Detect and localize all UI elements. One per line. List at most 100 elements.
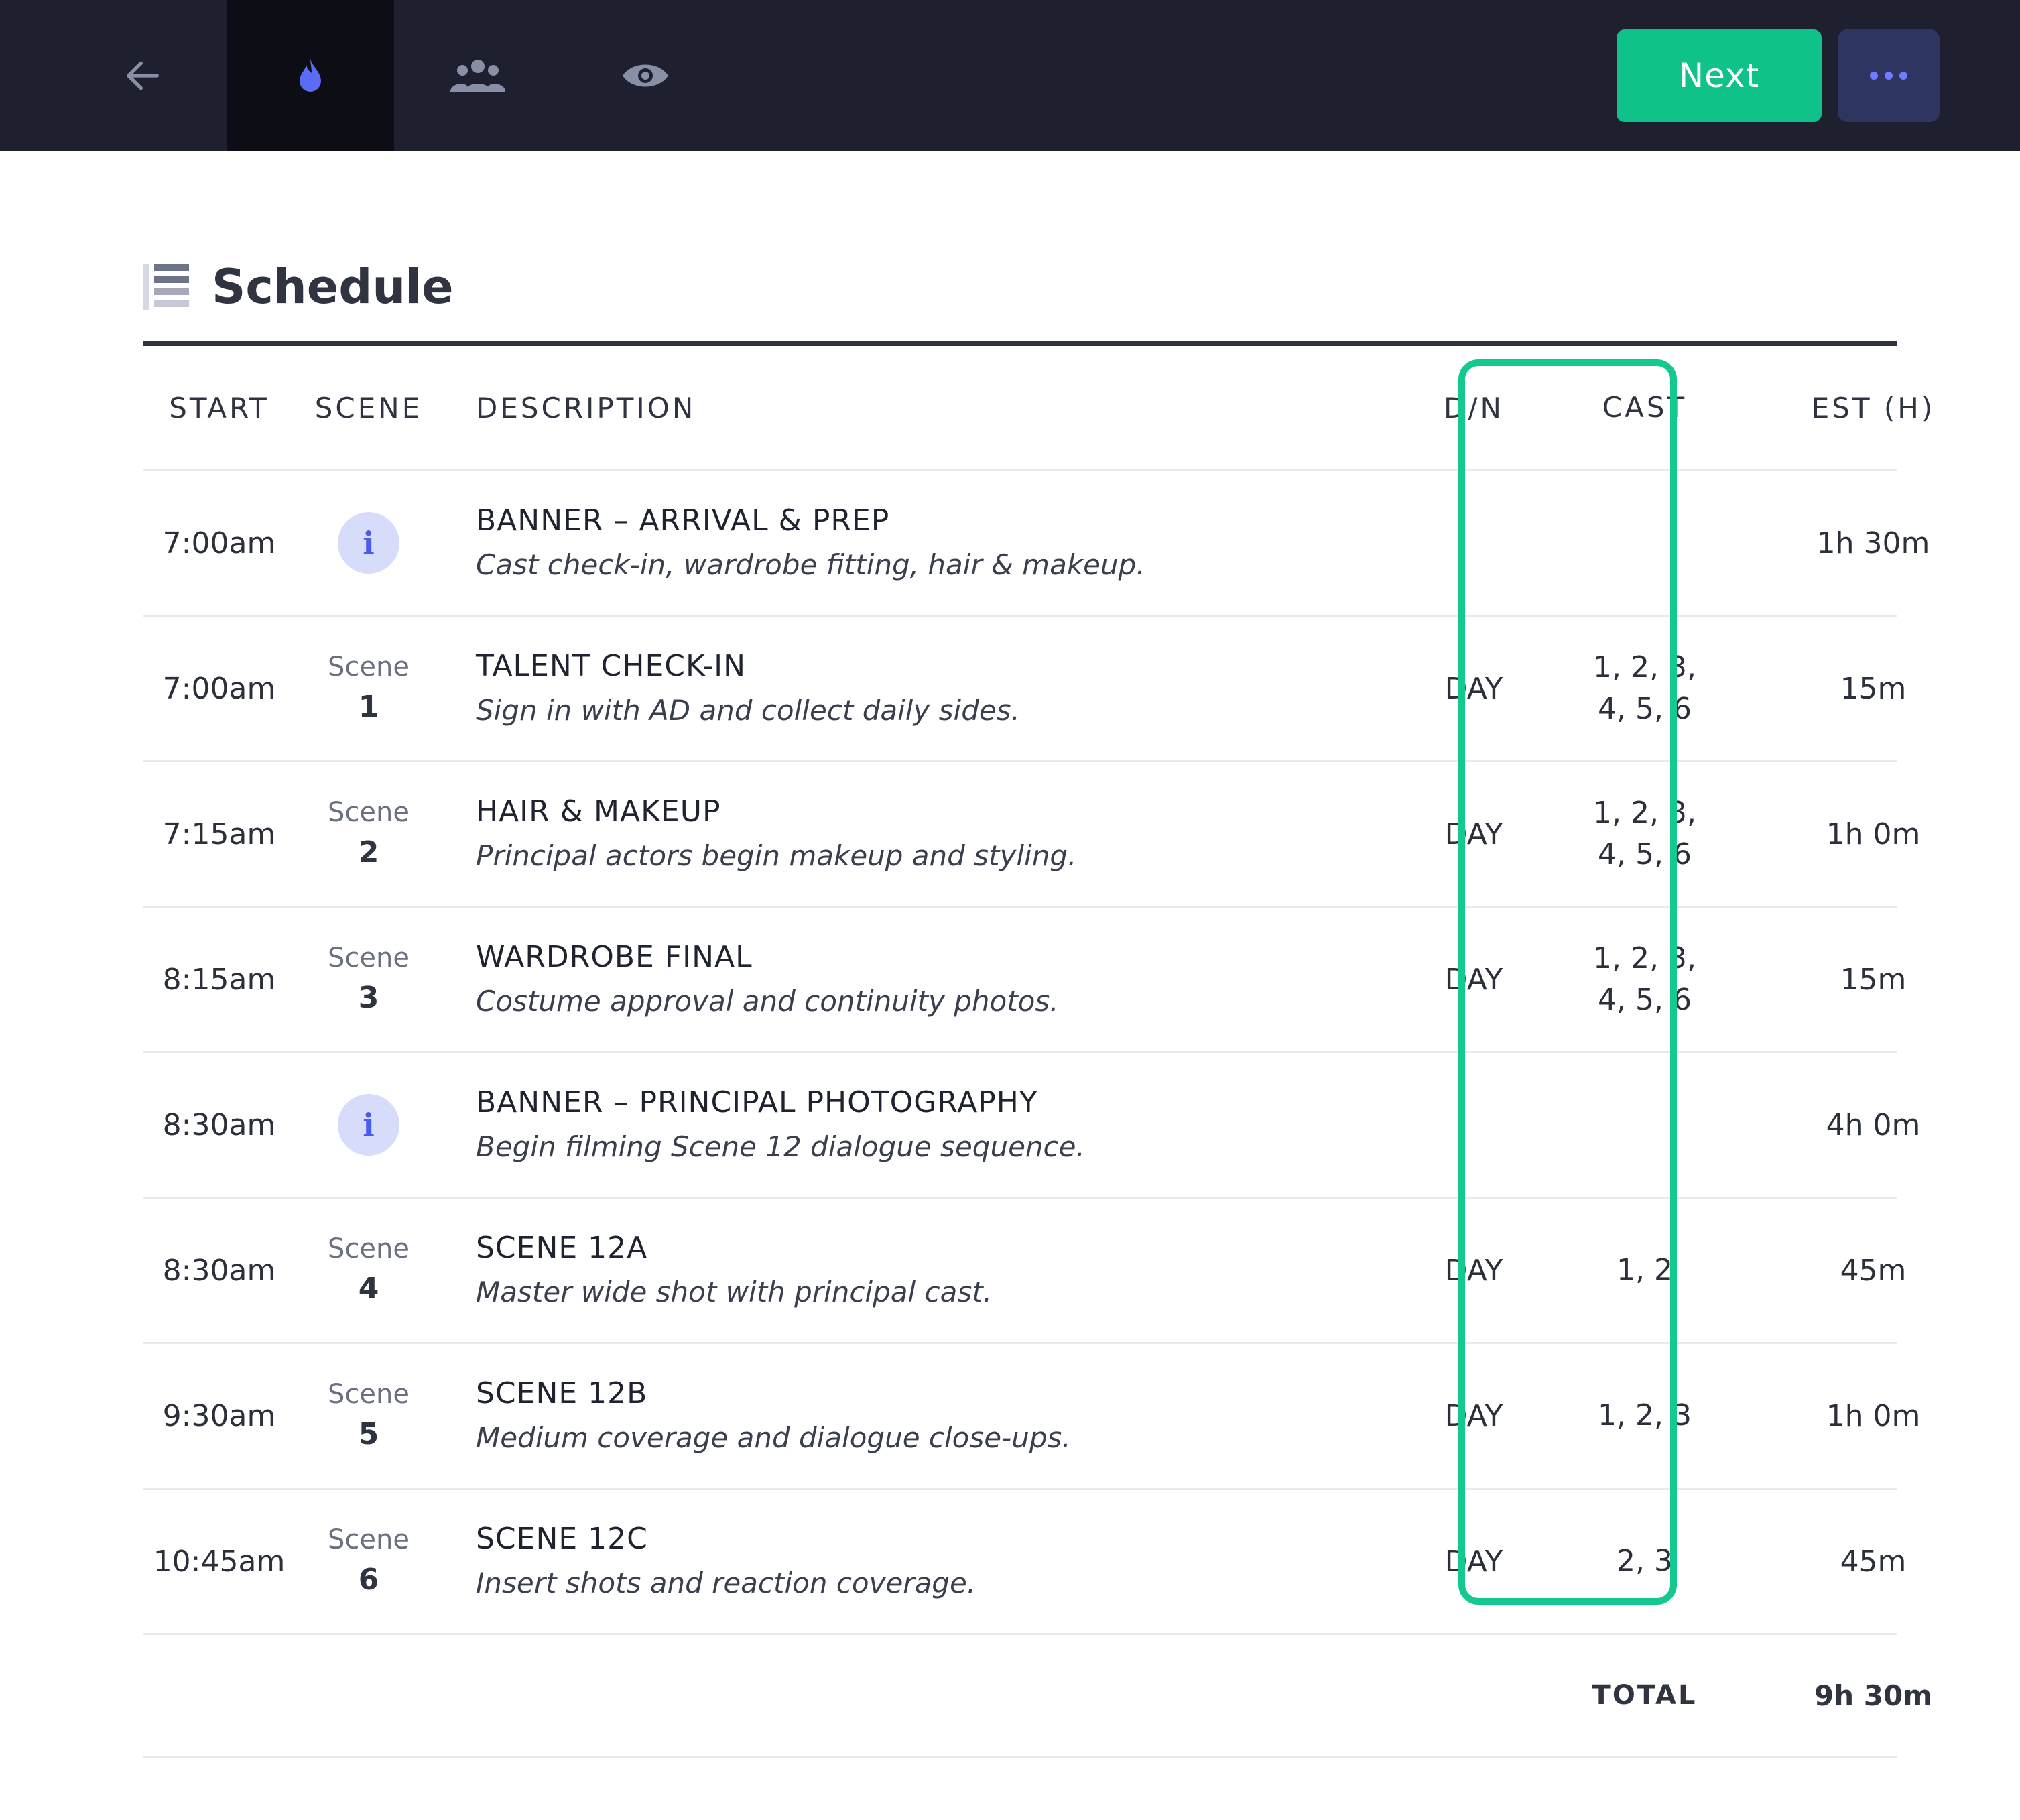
cast-cell: 1, 2 xyxy=(1484,1199,1806,1342)
top-toolbar: Next xyxy=(0,0,2020,151)
scene-number: 1 xyxy=(358,690,379,724)
description-subtitle: Principal actors begin makeup and stylin… xyxy=(476,839,1077,872)
table-row[interactable]: 8:15am Scene 3 WARDROBE FINAL Costume approv… xyxy=(143,908,1906,1053)
start-time: 8:30am xyxy=(162,1107,276,1142)
scene-cell: Scene 4 xyxy=(295,1199,442,1342)
scene-label: Scene xyxy=(328,1524,409,1555)
scene-cell: Scene 1 xyxy=(295,617,442,760)
next-button[interactable]: Next xyxy=(1617,29,1822,122)
cast-list-line: 1, 2, 3, xyxy=(1593,650,1696,684)
start-time: 7:00am xyxy=(162,526,276,560)
scene-label: Scene xyxy=(328,652,409,682)
scene-cell: Scene 2 xyxy=(295,762,442,906)
total-label: TOTAL xyxy=(1592,1680,1698,1711)
ellipsis-icon xyxy=(1870,72,1907,80)
table-row[interactable]: 8:30am Scene 4 SCENE 12A Master wide shot wi… xyxy=(143,1199,1906,1344)
page-title: Schedule xyxy=(212,259,454,314)
scene-label: Scene xyxy=(328,943,409,973)
scene-number: 5 xyxy=(358,1417,379,1451)
table-row[interactable]: 9:30am Scene 5 SCENE 12B Medium coverage and… xyxy=(143,1344,1920,1490)
cast-list-line: 1, 2, 3, xyxy=(1593,941,1696,975)
table-header: START SCENE DESCRIPTION D/N CAST EST (H) xyxy=(143,346,1932,471)
description-title: SCENE 12A xyxy=(476,1231,648,1265)
description-cell: SCENE 12C Insert shots and reaction cover… xyxy=(476,1490,1414,1633)
col-header-start: START xyxy=(169,391,269,424)
day-night: DAY xyxy=(1444,1544,1503,1579)
list-icon xyxy=(143,264,189,310)
cast-list-line: 4, 5, 6 xyxy=(1598,692,1692,726)
description-cell: SCENE 12A Master wide shot with principal… xyxy=(476,1199,1414,1342)
table-row[interactable]: 8:30am i BANNER – PRINCIPAL PHOTOGRAPHY Beg… xyxy=(143,1053,1920,1199)
description-title: SCENE 12B xyxy=(476,1376,648,1410)
info-icon: i xyxy=(338,1094,399,1156)
table-row[interactable]: 10:45am Scene 6 SCENE 12C Insert shots and r… xyxy=(143,1490,1906,1635)
scene-number: 3 xyxy=(358,981,379,1015)
description-subtitle: Cast check-in, wardrobe fitting, hair & … xyxy=(476,548,1145,581)
description-cell: BANNER – PRINCIPAL PHOTOGRAPHY Begin film… xyxy=(476,1053,1414,1197)
description-subtitle: Master wide shot with principal cast. xyxy=(476,1276,993,1309)
description-title: WARDROBE FINAL xyxy=(476,940,753,974)
estimate: 4h 0m xyxy=(1826,1107,1921,1142)
col-header-scene: SCENE xyxy=(314,391,423,424)
scene-label: Scene xyxy=(328,1233,409,1264)
cast-list-line: 4, 5, 6 xyxy=(1598,983,1692,1017)
scene-number: 6 xyxy=(358,1563,379,1597)
cast-list-line: 1, 2, 3 xyxy=(1598,1398,1692,1433)
start-time: 10:45am xyxy=(153,1544,286,1579)
start-time: 7:00am xyxy=(162,671,276,706)
day-night: DAY xyxy=(1444,671,1503,706)
estimate: 45m xyxy=(1840,1544,1907,1579)
tab-cast[interactable] xyxy=(394,0,562,151)
start-time: 8:15am xyxy=(162,962,276,997)
cast-list-line: 1, 2 xyxy=(1617,1253,1673,1287)
start-time: 7:15am xyxy=(162,816,276,851)
description-cell: WARDROBE FINAL Costume approval and conti… xyxy=(476,908,1414,1051)
day-night: DAY xyxy=(1444,1398,1503,1433)
scene-number: 2 xyxy=(358,835,379,869)
estimate: 15m xyxy=(1840,962,1907,997)
col-header-est: EST (H) xyxy=(1811,391,1936,424)
estimate: 1h 0m xyxy=(1826,816,1921,851)
description-title: TALENT CHECK-IN xyxy=(476,649,746,683)
cast-list-line: 2, 3 xyxy=(1617,1544,1673,1578)
table-row[interactable]: 7:00am i BANNER – ARRIVAL & PREP Cast check… xyxy=(143,471,1930,617)
scene-cell: Scene 5 xyxy=(295,1344,442,1488)
table-row[interactable]: 7:00am Scene 1 TALENT CHECK-IN Sign in with … xyxy=(143,617,1906,762)
description-title: SCENE 12C xyxy=(476,1522,648,1556)
divider xyxy=(143,341,1897,346)
day-night: DAY xyxy=(1444,962,1503,997)
total-value: 9h 30m xyxy=(1814,1679,1932,1712)
people-icon xyxy=(450,60,505,92)
estimate: 15m xyxy=(1840,671,1907,706)
scene-cell: i xyxy=(295,1053,442,1197)
cast-cell: 1, 2, 3, 4, 5, 6 xyxy=(1484,908,1806,1051)
description-subtitle: Begin filming Scene 12 dialogue sequence… xyxy=(476,1130,1085,1163)
cast-list-line: 1, 2, 3, xyxy=(1593,796,1696,830)
more-options-button[interactable] xyxy=(1838,29,1940,122)
table-row[interactable]: 7:15am Scene 2 HAIR & MAKEUP Principal actor… xyxy=(143,762,1920,908)
scene-cell: Scene 3 xyxy=(295,908,442,1051)
description-subtitle: Medium coverage and dialogue close-ups. xyxy=(476,1421,1071,1454)
start-time: 9:30am xyxy=(162,1398,276,1433)
back-button[interactable] xyxy=(59,0,227,151)
scene-number: 4 xyxy=(358,1272,379,1306)
cast-list-line: 4, 5, 6 xyxy=(1598,837,1692,871)
col-header-dn: D/N xyxy=(1444,391,1504,424)
estimate: 1h 30m xyxy=(1816,526,1930,560)
arrow-left-icon xyxy=(127,61,159,90)
day-night: DAY xyxy=(1444,1253,1503,1288)
description-title: BANNER – ARRIVAL & PREP xyxy=(476,503,890,538)
info-icon: i xyxy=(338,512,399,574)
schedule-table: START SCENE DESCRIPTION D/N CAST EST (H)… xyxy=(143,346,1932,1758)
description-cell: SCENE 12B Medium coverage and dialogue cl… xyxy=(476,1344,1414,1488)
estimate: 1h 0m xyxy=(1826,1398,1921,1433)
description-title: HAIR & MAKEUP xyxy=(476,794,721,829)
flame-icon xyxy=(300,58,321,92)
description-subtitle: Costume approval and continuity photos. xyxy=(476,985,1059,1018)
eye-icon xyxy=(623,64,668,87)
tab-schedule[interactable] xyxy=(227,0,394,151)
start-time: 8:30am xyxy=(162,1253,276,1288)
tab-preview[interactable] xyxy=(562,0,729,151)
description-cell: HAIR & MAKEUP Principal actors begin make… xyxy=(476,762,1414,906)
scene-label: Scene xyxy=(328,1379,409,1410)
